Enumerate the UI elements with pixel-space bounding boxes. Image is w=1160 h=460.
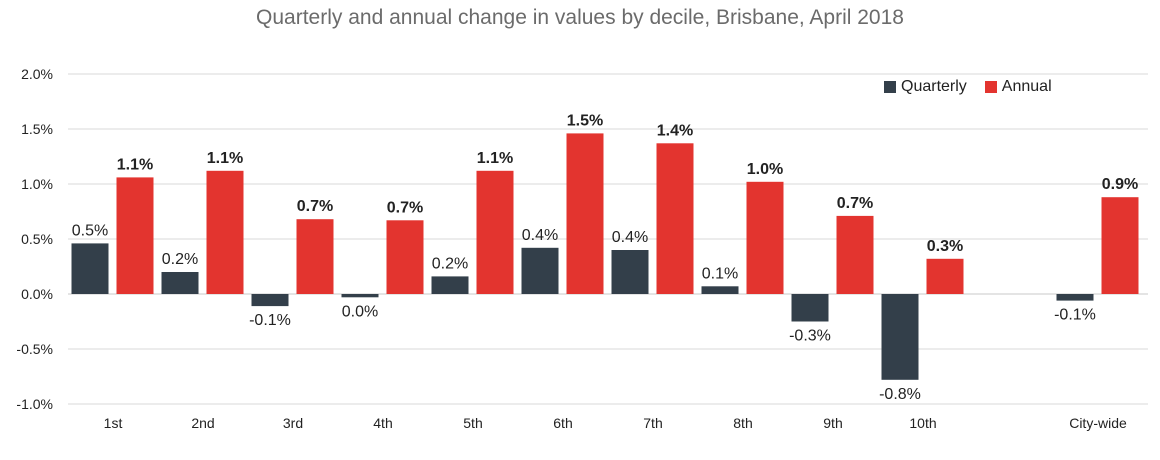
x-tick-label: 6th xyxy=(553,415,572,431)
data-label-annual: 0.9% xyxy=(1102,176,1138,193)
data-label-quarterly: 0.2% xyxy=(162,251,198,268)
bar-annual xyxy=(656,143,694,294)
bar-annual xyxy=(746,181,784,294)
bar-quarterly xyxy=(431,276,469,294)
x-tick-label: 10th xyxy=(909,415,936,431)
data-label-annual: 0.7% xyxy=(837,195,873,212)
y-tick-label: 2.0% xyxy=(21,66,53,82)
bar-quarterly xyxy=(791,294,829,322)
x-tick-label: 2nd xyxy=(191,415,214,431)
bar-annual xyxy=(476,170,514,294)
bar-annual xyxy=(116,177,154,294)
bar-annual xyxy=(836,215,874,294)
data-label-annual: 1.4% xyxy=(657,122,693,139)
bar-quarterly xyxy=(881,294,919,380)
legend-item-annual: Annual xyxy=(984,78,1052,96)
legend-label-annual: Annual xyxy=(1001,78,1052,95)
y-tick-label: 0.5% xyxy=(21,231,53,247)
x-tick-label: 3rd xyxy=(283,415,303,431)
bar-annual xyxy=(566,133,604,294)
y-tick-label: -0.5% xyxy=(16,341,53,357)
legend-swatch-annual xyxy=(984,81,997,93)
x-tick-label: 9th xyxy=(823,415,842,431)
data-label-quarterly: 0.4% xyxy=(612,229,648,246)
bar-annual xyxy=(206,170,244,294)
legend: Quarterly Annual xyxy=(884,78,1070,96)
y-tick-label: 0.0% xyxy=(21,286,53,302)
y-tick-label: 1.0% xyxy=(21,176,53,192)
data-label-quarterly: 0.4% xyxy=(522,227,558,244)
data-label-annual: 1.1% xyxy=(207,150,243,167)
data-label-quarterly: -0.3% xyxy=(789,328,831,345)
data-label-quarterly: 0.0% xyxy=(342,303,378,320)
bar-quarterly xyxy=(251,294,289,307)
bar-annual xyxy=(926,258,964,294)
data-label-quarterly: 0.2% xyxy=(432,255,468,272)
bar-quarterly xyxy=(611,250,649,294)
legend-item-quarterly: Quarterly xyxy=(884,78,967,96)
legend-label-quarterly: Quarterly xyxy=(901,78,967,95)
bar-quarterly xyxy=(521,247,559,294)
y-tick-label: -1.0% xyxy=(16,396,53,412)
data-label-annual: 1.1% xyxy=(477,150,513,167)
bar-quarterly xyxy=(701,286,739,294)
data-label-quarterly: -0.1% xyxy=(1054,307,1096,324)
x-tick-label: 7th xyxy=(643,415,662,431)
x-tick-label: 1st xyxy=(104,415,123,431)
data-label-annual: 0.7% xyxy=(297,198,333,215)
x-tick-label: 8th xyxy=(733,415,752,431)
bar-quarterly xyxy=(341,294,379,298)
bar-quarterly xyxy=(1056,294,1094,301)
data-label-annual: 1.5% xyxy=(567,112,603,129)
data-label-quarterly: -0.1% xyxy=(249,312,291,329)
data-label-quarterly: 0.5% xyxy=(72,222,108,239)
data-label-annual: 1.1% xyxy=(117,156,153,173)
x-tick-label: 4th xyxy=(373,415,392,431)
y-tick-label: 1.5% xyxy=(21,121,53,137)
x-tick-label: 5th xyxy=(463,415,482,431)
data-label-quarterly: 0.1% xyxy=(702,265,738,282)
bar-annual xyxy=(1101,197,1139,294)
bar-quarterly xyxy=(71,243,109,294)
bar-annual xyxy=(386,220,424,294)
legend-swatch-quarterly xyxy=(884,81,896,93)
data-label-annual: 0.3% xyxy=(927,238,963,255)
data-label-annual: 1.0% xyxy=(747,161,783,178)
bar-annual xyxy=(296,219,334,294)
data-label-annual: 0.7% xyxy=(387,199,423,216)
data-label-quarterly: -0.8% xyxy=(879,386,921,403)
bar-quarterly xyxy=(161,272,199,294)
chart-title: Quarterly and annual change in values by… xyxy=(256,6,904,29)
x-tick-label: City-wide xyxy=(1069,415,1127,431)
